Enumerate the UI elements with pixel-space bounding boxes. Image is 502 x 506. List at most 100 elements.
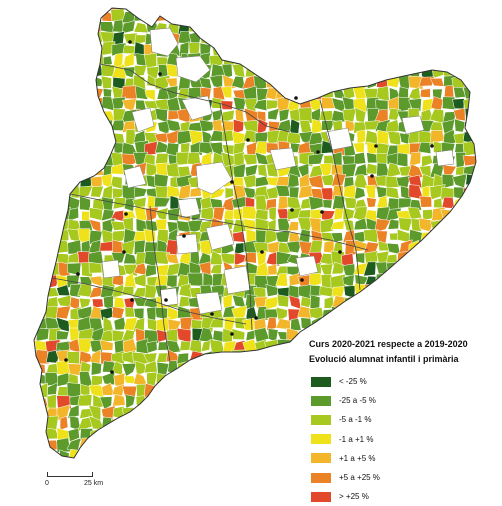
municipality bbox=[78, 164, 94, 175]
municipality bbox=[47, 99, 60, 110]
municipality bbox=[289, 451, 301, 462]
municipality bbox=[365, 42, 378, 55]
municipality bbox=[111, 133, 125, 144]
municipality bbox=[136, 462, 148, 473]
municipality bbox=[356, 31, 368, 46]
municipality bbox=[386, 317, 399, 331]
municipality bbox=[389, 452, 399, 463]
municipality bbox=[276, 438, 290, 452]
municipality bbox=[45, 219, 60, 233]
municipality bbox=[235, 31, 246, 45]
municipality bbox=[78, 9, 91, 23]
municipality bbox=[476, 188, 488, 200]
municipality bbox=[224, 54, 236, 66]
municipality bbox=[144, 11, 157, 22]
municipality bbox=[243, 460, 257, 475]
municipality bbox=[233, 408, 247, 420]
municipality bbox=[158, 394, 168, 406]
municipality bbox=[441, 0, 455, 13]
municipality bbox=[23, 174, 35, 187]
municipality bbox=[409, 274, 422, 288]
municipality bbox=[452, 460, 467, 475]
municipality bbox=[420, 309, 434, 321]
municipality bbox=[408, 460, 420, 472]
municipality bbox=[453, 438, 464, 453]
municipality bbox=[465, 287, 478, 298]
municipality bbox=[387, 372, 399, 386]
municipality bbox=[408, 263, 424, 276]
municipality bbox=[441, 461, 457, 475]
legend-swatch bbox=[310, 472, 332, 484]
municipality bbox=[452, 317, 467, 331]
municipality bbox=[233, 375, 247, 387]
municipality bbox=[277, 416, 290, 432]
municipality bbox=[89, 108, 104, 122]
municipality bbox=[288, 174, 300, 189]
municipality bbox=[442, 55, 453, 67]
municipality bbox=[254, 372, 268, 384]
municipality bbox=[234, 439, 245, 451]
municipality bbox=[101, 142, 112, 155]
municipality bbox=[409, 32, 423, 45]
municipality bbox=[332, 196, 344, 211]
municipality bbox=[419, 53, 434, 66]
municipality bbox=[36, 174, 49, 188]
municipality bbox=[323, 319, 335, 331]
municipality bbox=[454, 9, 464, 24]
municipality bbox=[180, 341, 191, 351]
municipality bbox=[388, 131, 401, 145]
municipality bbox=[25, 416, 38, 431]
legend-swatch bbox=[310, 414, 332, 426]
municipality bbox=[475, 428, 488, 440]
municipality bbox=[431, 42, 445, 57]
municipality bbox=[23, 296, 36, 309]
no-data-area bbox=[176, 234, 198, 254]
municipality bbox=[398, 33, 409, 46]
municipality bbox=[280, 9, 291, 24]
municipality bbox=[244, 253, 257, 264]
municipality bbox=[24, 262, 35, 275]
municipality bbox=[210, 405, 225, 417]
municipality bbox=[366, 163, 377, 174]
municipality bbox=[466, 1, 477, 11]
municipality bbox=[420, 42, 434, 57]
municipality bbox=[277, 372, 291, 384]
municipality bbox=[431, 407, 445, 419]
municipality bbox=[189, 416, 202, 429]
municipality bbox=[232, 1, 247, 13]
scale-end-label: 25 km bbox=[84, 480, 103, 487]
municipality bbox=[24, 22, 35, 34]
municipality bbox=[46, 207, 59, 220]
municipality bbox=[366, 197, 376, 207]
municipality bbox=[322, 76, 334, 88]
municipality bbox=[25, 167, 37, 175]
municipality bbox=[103, 450, 112, 463]
municipality bbox=[170, 460, 181, 471]
municipality bbox=[287, 361, 300, 372]
municipality bbox=[475, 88, 486, 97]
municipality bbox=[353, 10, 365, 24]
municipality bbox=[202, 0, 213, 9]
municipality bbox=[38, 42, 46, 56]
municipality bbox=[452, 20, 465, 35]
municipality bbox=[46, 32, 60, 45]
municipality bbox=[422, 252, 433, 266]
municipality bbox=[387, 276, 400, 288]
municipality bbox=[409, 307, 423, 320]
municipality bbox=[155, 197, 171, 207]
municipality bbox=[476, 109, 489, 122]
municipality bbox=[199, 417, 212, 431]
municipality bbox=[245, 164, 258, 176]
municipality bbox=[155, 174, 169, 188]
capital-dot bbox=[294, 96, 298, 100]
municipality bbox=[254, 55, 269, 67]
municipality bbox=[23, 100, 38, 112]
municipality bbox=[364, 24, 379, 36]
municipality bbox=[323, 200, 332, 209]
municipality bbox=[365, 251, 378, 264]
municipality bbox=[442, 299, 456, 307]
municipality bbox=[287, 77, 297, 87]
municipality bbox=[466, 309, 477, 317]
municipality bbox=[80, 97, 93, 112]
municipality bbox=[210, 10, 226, 23]
